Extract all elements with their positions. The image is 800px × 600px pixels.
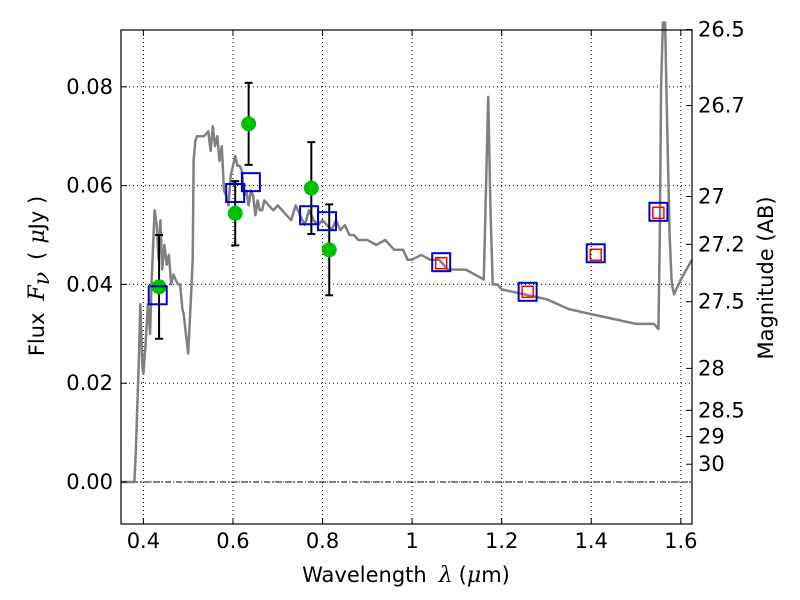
x-axis-unit-open: ( [459,563,467,587]
sed-model-layer [121,21,694,484]
x-tick-label: 0.4 [127,529,160,553]
x-axis-lambda-symbol: λ [438,563,453,588]
y2-tick-label: 27 [698,184,725,208]
ir-point-square [434,256,448,270]
y2-tick-label: 27.5 [698,290,745,314]
y2-tick-label: 26.7 [698,94,745,118]
model-band-square [431,252,452,273]
y2-axis-label: Magnitude (AB) [754,196,778,359]
x-tick-label: 1 [405,529,418,553]
grid [121,30,692,524]
x-axis-label-text: Wavelength [302,563,427,587]
y-tick-label: 0.06 [66,174,113,198]
sed-model-line [121,21,694,484]
y-axis-unit-open: ( [25,252,49,260]
model-band-square [240,172,261,193]
y-axis-unit-rest: Jy ) [25,196,49,232]
observed-point [227,205,243,221]
ir-point-square [521,285,534,299]
y-tick-label: 0.04 [66,272,113,296]
x-axis-unit-mu: μ [467,563,481,588]
model-band-square [648,201,669,222]
y-tick-label: 0.02 [66,371,113,395]
x-tick-label: 1.6 [664,529,697,553]
plot-frame [120,29,693,525]
y2-tick-label: 29 [698,425,725,449]
y2-tick-label: 27.2 [698,232,745,256]
model-band-square [225,183,246,204]
photometry-points [147,116,669,306]
y2-tick-label: 28 [698,356,725,380]
y-axis-label: Flux Fν ( μJy ) [25,196,55,356]
x-tick-label: 1.2 [485,529,518,553]
model-band-square [317,211,338,232]
x-axis-label: Wavelength λ (μm) [302,563,510,588]
y-axis-label-text: Flux [25,313,49,357]
y-axis-nu-subscript: ν [30,272,55,285]
x-tick-label: 1.4 [575,529,608,553]
x-tick-label: 0.6 [216,529,249,553]
y2-tick-label: 28.5 [698,398,745,422]
y-axis-f-symbol: F [25,285,50,302]
ir-point-square [652,206,665,220]
model-band-square [147,285,168,306]
y-tick-label: 0.00 [66,470,113,494]
axis-ticks: 0.4 0.6 0.8 1 1.2 1.4 1.6 0.00 0.02 0.04 0.06 0.08 2… [66,18,745,553]
y-tick-label: 0.08 [66,75,113,99]
model-band-square [517,281,538,302]
x-axis-unit-rest: m) [481,563,510,587]
observed-point [303,180,319,196]
x-tick-label: 0.8 [306,529,339,553]
model-band-square [585,243,606,264]
ir-point-square [589,248,602,262]
observed-point [321,242,337,258]
observed-point [241,116,257,132]
y2-tick-label: 30 [698,452,725,476]
y-axis-unit-mu: μ [25,229,50,243]
y2-tick-label: 26.5 [698,18,745,42]
